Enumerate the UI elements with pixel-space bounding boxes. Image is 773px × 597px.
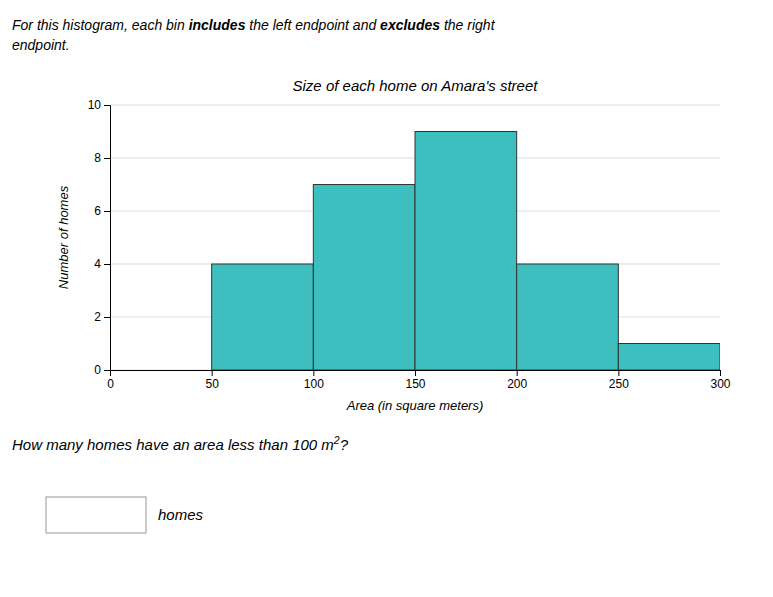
y-tick-mark bbox=[104, 105, 110, 106]
grid bbox=[110, 105, 720, 370]
y-tick-mark bbox=[104, 370, 110, 371]
annotation-part: the left endpoint and bbox=[245, 17, 380, 33]
x-tick-mark bbox=[415, 370, 416, 376]
annotation-part: includes bbox=[189, 17, 246, 33]
y-tick-label: 0 bbox=[94, 363, 101, 377]
annotation-part: For this histogram, each bin bbox=[12, 17, 189, 33]
y-tick-mark bbox=[104, 264, 110, 265]
x-tick-mark bbox=[517, 370, 518, 376]
annotation-part: ? bbox=[340, 436, 349, 453]
annotation-part: endpoint. bbox=[12, 37, 70, 53]
x-tick-mark bbox=[618, 370, 619, 376]
x-axis-title: Area (in square meters) bbox=[346, 398, 484, 413]
annotation: endpoint. bbox=[12, 37, 70, 53]
x-tick-mark bbox=[313, 370, 314, 376]
x-tick-mark bbox=[720, 370, 721, 376]
y-tick: 6 bbox=[94, 204, 110, 218]
bar bbox=[212, 264, 314, 370]
x-tick-label: 200 bbox=[507, 377, 527, 391]
y-tick: 0 bbox=[94, 363, 110, 377]
y-tick-mark bbox=[104, 158, 110, 159]
x-tick-label: 300 bbox=[710, 377, 730, 391]
x-tick-label: 150 bbox=[405, 377, 425, 391]
y-axis: 0 2 4 6 8 10 bbox=[88, 98, 111, 377]
x-axis: 0 50 100 150 200 250 300 bbox=[107, 370, 731, 391]
x-tick: 300 bbox=[710, 370, 730, 391]
y-axis-title: Number of homes bbox=[56, 185, 71, 289]
y-tick: 8 bbox=[94, 151, 110, 165]
x-tick: 50 bbox=[205, 370, 219, 391]
annotation: How many homes have an area less than 10… bbox=[12, 434, 349, 453]
y-tick: 2 bbox=[94, 310, 110, 324]
bar bbox=[618, 344, 720, 371]
x-tick: 250 bbox=[609, 370, 629, 391]
x-tick: 200 bbox=[507, 370, 527, 391]
y-tick-label: 2 bbox=[94, 310, 101, 324]
grid-line bbox=[110, 105, 720, 106]
y-tick-label: 4 bbox=[94, 257, 101, 271]
annotation-part: the right bbox=[440, 17, 496, 33]
x-tick: 0 bbox=[107, 370, 114, 391]
y-tick-mark bbox=[104, 211, 110, 212]
annotation: For this histogram, each bin includes th… bbox=[12, 17, 496, 33]
x-tick-mark bbox=[212, 370, 213, 376]
annotation-part: homes bbox=[158, 506, 204, 523]
bar bbox=[517, 264, 619, 370]
annotation-part: excludes bbox=[380, 17, 440, 33]
x-axis-line bbox=[111, 371, 721, 377]
y-tick: 10 bbox=[88, 98, 110, 112]
x-tick: 150 bbox=[405, 370, 425, 391]
y-tick-label: 8 bbox=[94, 151, 101, 165]
bars bbox=[212, 132, 720, 371]
y-tick-mark bbox=[104, 317, 110, 318]
x-tick-label: 100 bbox=[304, 377, 324, 391]
y-tick-label: 10 bbox=[88, 98, 102, 112]
answer-box bbox=[46, 497, 146, 533]
title: Size of each home on Amara's street bbox=[293, 77, 539, 94]
chart: For this histogram, each bin includes th… bbox=[0, 0, 773, 597]
x-tick-label: 50 bbox=[205, 377, 219, 391]
x-tick-label: 250 bbox=[609, 377, 629, 391]
y-axis-line bbox=[104, 106, 111, 371]
x-tick-label: 0 bbox=[107, 377, 114, 391]
bar bbox=[110, 370, 212, 371]
x-tick: 100 bbox=[304, 370, 324, 391]
bar bbox=[415, 132, 517, 371]
y-tick-label: 6 bbox=[94, 204, 101, 218]
annotation: homes bbox=[158, 506, 204, 523]
annotation-part: How many homes have an area less than 10… bbox=[12, 436, 334, 453]
y-tick: 4 bbox=[94, 257, 110, 271]
bar bbox=[313, 185, 415, 371]
